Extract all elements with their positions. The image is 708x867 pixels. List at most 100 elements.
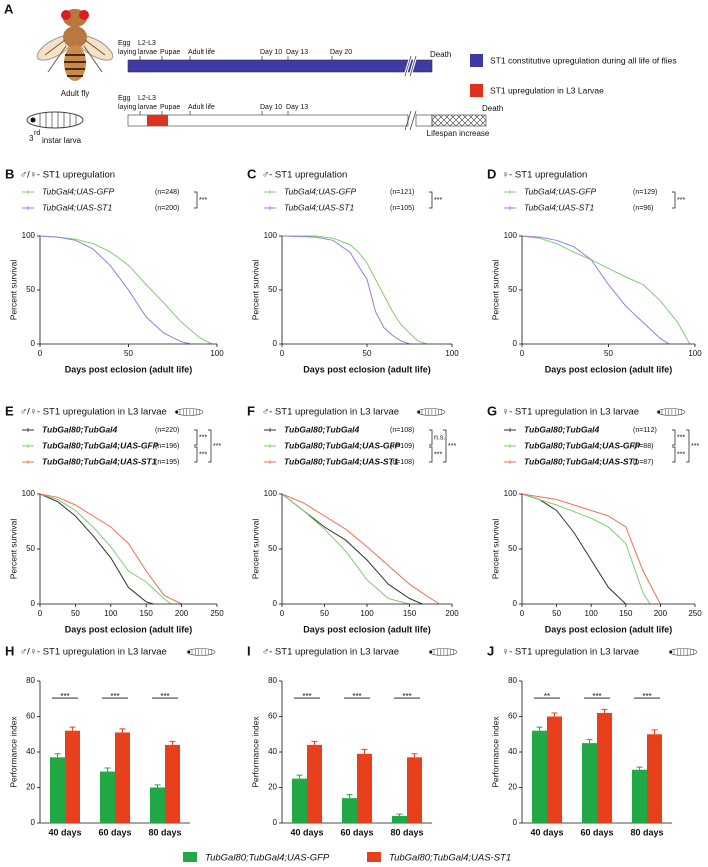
larva-icon — [187, 650, 191, 654]
legend-label: TubGal80;TubGal4;UAS-GFP — [524, 440, 641, 450]
x-axis-label: Days post eclosion (adult life) — [65, 364, 193, 374]
y-tick-label: 20 — [26, 783, 35, 792]
y-tick-label: 100 — [504, 489, 518, 498]
significance-bracket — [194, 429, 198, 446]
y-tick-label: 0 — [513, 818, 518, 827]
legend-text: ST1 constitutive upregulation during all… — [490, 55, 677, 65]
y-axis-label: Percent survival — [490, 260, 500, 321]
larva-icon — [417, 410, 421, 414]
chart-title: ♂- ST1 upregulation — [262, 170, 347, 181]
stage-label: Pupae — [160, 104, 180, 111]
x-tick-label: 200 — [175, 609, 189, 618]
error-bar — [651, 729, 658, 735]
y-tick-label: 100 — [264, 489, 278, 498]
y-tick-label: 100 — [504, 231, 518, 240]
survival-curve — [39, 493, 172, 605]
significance-label: *** — [60, 692, 69, 701]
significance-bracket — [194, 191, 198, 209]
chart-title: ♂- ST1 upregulation in L3 larvae — [262, 647, 399, 658]
error-bar — [636, 766, 643, 770]
y-tick-label: 0 — [513, 599, 518, 608]
legend-label: TubGal80;TubGal4 — [524, 424, 600, 434]
stage-label: Day 10 — [260, 104, 282, 111]
x-tick-label: 150 — [140, 609, 154, 618]
bar — [357, 753, 372, 823]
legend-swatch — [470, 54, 483, 67]
larva-label: 3 — [29, 134, 34, 143]
n-label: (n=96) — [633, 205, 653, 212]
stage-label: L2-L3 — [138, 95, 156, 102]
survival-curve — [39, 235, 212, 345]
x-tick-label: 50 — [320, 609, 329, 618]
x-tick-label: 150 — [619, 609, 633, 618]
y-axis-label: Percent survival — [8, 519, 18, 580]
y-axis-label: Percent survival — [490, 519, 500, 580]
significance-label: ** — [544, 692, 550, 701]
significance-label: *** — [199, 197, 207, 204]
legend-label: TubGal80;TubGal4 — [284, 424, 360, 434]
chart-title: ♂/♀- ST1 upregulation — [20, 170, 115, 181]
significance-bracket — [686, 429, 690, 463]
error-bar — [311, 740, 318, 745]
bar — [150, 787, 165, 823]
break-mark — [404, 55, 417, 77]
stage-label: Day 13 — [286, 49, 308, 56]
stage-label: Day 13 — [286, 104, 308, 111]
bar — [647, 734, 662, 823]
n-label: (n=129) — [633, 189, 657, 196]
y-tick-label: 50 — [508, 285, 517, 294]
y-tick-label: 50 — [268, 544, 277, 553]
stage-label: laying — [118, 104, 136, 111]
survival-curve — [281, 493, 410, 605]
bar — [632, 769, 647, 823]
survival-curve — [521, 235, 670, 345]
significance-bracket — [429, 446, 433, 463]
larva-icon — [175, 410, 179, 414]
legend-label: TubGal4;UAS-ST1 — [524, 202, 595, 212]
significance-label: *** — [592, 692, 601, 701]
y-tick-label: 100 — [264, 231, 278, 240]
bar — [50, 757, 65, 823]
n-label: (n=121) — [390, 189, 414, 196]
legend-label: TubGal80;TubGal4;UAS-ST1 — [42, 456, 157, 466]
significance-label: n.s. — [434, 434, 445, 441]
larva-icon — [656, 408, 686, 416]
n-label: (n=112) — [633, 427, 657, 434]
x-tick-label: 0 — [280, 609, 285, 618]
panel-label: B — [5, 166, 14, 181]
n-label: (n=200) — [155, 205, 179, 212]
significance-label: *** — [434, 197, 442, 204]
bar — [100, 771, 115, 823]
x-axis-label: Days post eclosion (adult life) — [65, 624, 193, 634]
error-bar — [69, 726, 76, 731]
y-tick-label: 0 — [513, 339, 518, 348]
legend-swatch — [470, 84, 483, 97]
error-bar — [411, 753, 418, 758]
y-tick-label: 40 — [26, 747, 35, 756]
larva-icon — [174, 408, 204, 416]
x-axis-label: Days post eclosion (adult life) — [545, 624, 673, 634]
bar — [307, 744, 322, 823]
legend-label: TubGal80;TubGal4;UAS-GFP — [284, 440, 401, 450]
error-bar — [54, 753, 61, 758]
n-label: (n=248) — [155, 189, 179, 196]
bar — [392, 815, 407, 823]
larva-icon — [668, 648, 698, 656]
bar — [342, 798, 357, 823]
significance-bracket — [672, 191, 676, 209]
y-tick-label: 80 — [26, 676, 35, 685]
stage-label: Pupae — [160, 49, 180, 56]
survival-curve — [39, 493, 154, 605]
n-label: (n=195) — [155, 459, 179, 466]
error-bar — [586, 739, 593, 744]
y-tick-label: 80 — [268, 676, 277, 685]
end-label: Death — [430, 50, 451, 59]
significance-label: *** — [642, 692, 651, 701]
n-label: (n=87) — [633, 459, 653, 466]
x-tick-label: 60 days — [98, 827, 131, 837]
significance-bracket — [208, 429, 212, 463]
significance-bracket — [194, 446, 198, 463]
x-tick-label: 100 — [210, 349, 224, 358]
break-mark — [404, 110, 417, 131]
y-tick-label: 0 — [31, 818, 36, 827]
